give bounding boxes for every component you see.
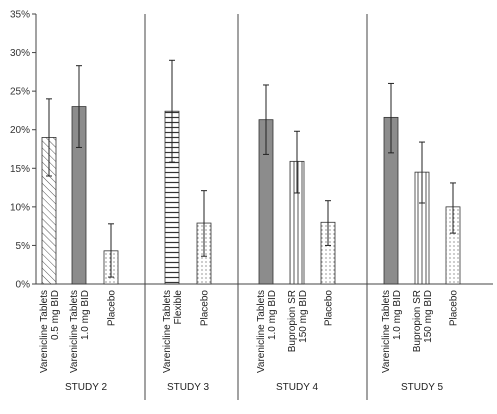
y-tick-label: 25% [10,87,30,98]
bar-category-label: Bupropion SR [412,290,423,352]
bar-category-label: Placebo [200,290,211,327]
bar-category-label: Placebo [107,290,118,327]
bar-category-label: 0.5 mg BID [50,290,61,340]
bar-category-label: Bupropion SR [287,290,298,352]
y-tick-label: 10% [10,202,30,213]
y-tick-label: 20% [10,125,30,136]
y-tick-label: 0% [16,280,31,291]
y-tick-label: 35% [10,10,30,21]
bar-category-label: Varenicline Tablets [69,290,80,373]
bar-category-label: Varenicline Tablets [381,290,392,373]
study-label: STUDY 5 [401,382,443,393]
bar-category-label: 1.0 mg BID [392,290,403,340]
bar-category-label: Placebo [449,290,460,327]
chart-labels: 0% 5% 10% 15% 20% 25% 30% 35% Varenicline Tablet… [10,10,460,394]
bar-category-label: Varenicline Tablets [39,290,50,373]
y-tick-label: 5% [16,241,31,252]
bar-category-label: Varenicline Tablets [162,290,173,373]
chart-marks [41,59,461,285]
study-label: STUDY 2 [65,382,107,393]
bar-category-label: 1.0 mg BID [80,290,91,340]
bar-category-label: 150 mg BID [423,290,434,343]
bar-category-label: Flexible [173,290,184,325]
study-label: STUDY 4 [276,382,318,393]
bar-category-label: 1.0 mg BID [267,290,278,340]
bar-category-label: 150 mg BID [298,290,309,343]
study-label: STUDY 3 [167,382,209,393]
y-tick-label: 15% [10,164,30,175]
y-tick-label: 30% [10,48,30,59]
bar-category-label: Varenicline Tablets [256,290,267,373]
bar-category-label: Placebo [324,290,335,327]
